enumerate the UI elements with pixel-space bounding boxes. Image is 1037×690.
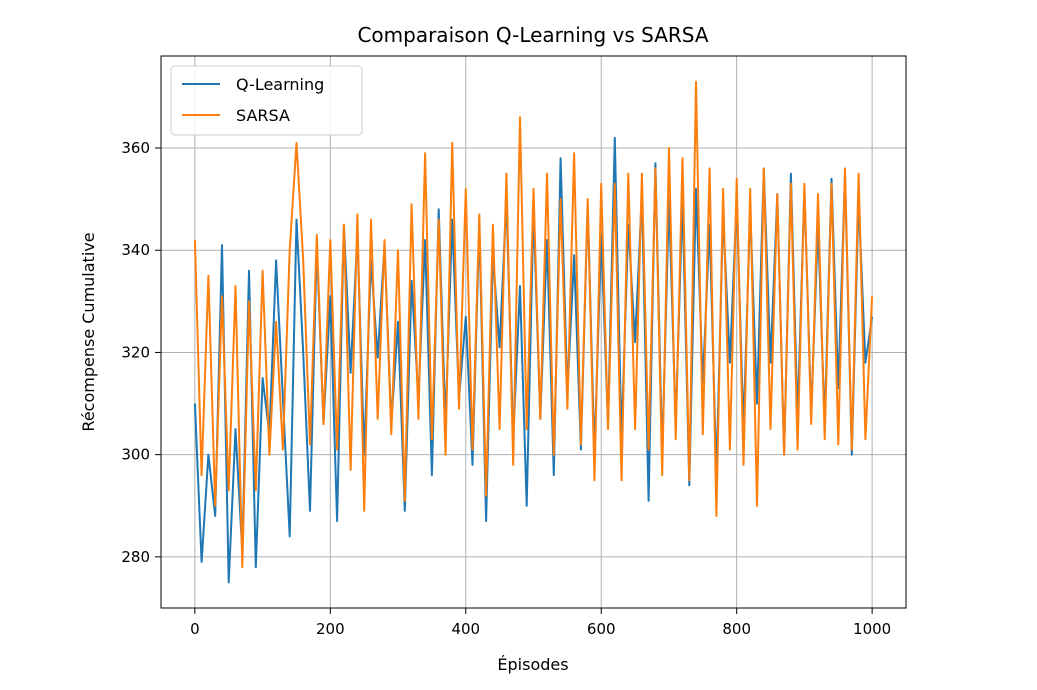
legend-label-q-learning: Q-Learning	[236, 75, 324, 94]
x-tick-label: 400	[451, 620, 480, 638]
legend: Q-Learning SARSA	[170, 65, 363, 136]
y-tick-label: 360	[121, 139, 150, 157]
y-tick-label: 320	[121, 343, 150, 361]
y-tick-label: 280	[121, 548, 150, 566]
y-axis-label: Récompense Cumulative	[79, 232, 98, 431]
x-tick-label: 800	[722, 620, 751, 638]
series-line-sarsa	[193, 80, 874, 569]
x-tick-label: 200	[316, 620, 345, 638]
x-axis-ticks: 0 200 400 600 800 1000	[190, 608, 891, 638]
x-tick-label: 0	[190, 620, 200, 638]
legend-label-sarsa: SARSA	[236, 106, 290, 125]
axes-frame	[160, 55, 907, 609]
y-tick-label: 340	[121, 241, 150, 259]
grid-lines	[161, 56, 906, 608]
x-tick-label: 1000	[853, 620, 891, 638]
y-axis-ticks: 280 300 320 340 360	[121, 139, 161, 566]
x-axis-label: Épisodes	[497, 655, 568, 674]
series-layer	[193, 80, 874, 584]
x-tick-label: 600	[587, 620, 616, 638]
y-tick-label: 300	[121, 446, 150, 464]
plot-area	[193, 80, 874, 584]
chart-title: Comparaison Q-Learning vs SARSA	[357, 23, 708, 47]
